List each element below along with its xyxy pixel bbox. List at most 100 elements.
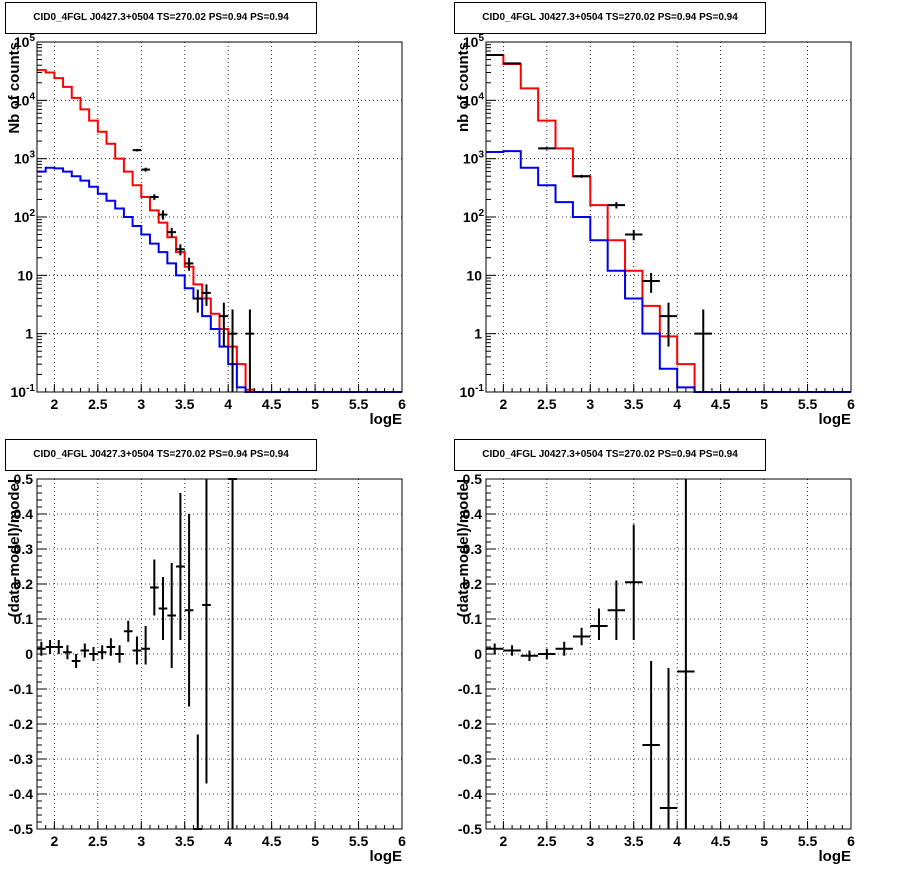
y-tick-label: 0.4 xyxy=(463,506,483,522)
data-point xyxy=(37,641,46,656)
x-tick-label: 2 xyxy=(499,833,507,849)
y-tick-label: 103 xyxy=(14,150,36,167)
y-tick-label: 0.3 xyxy=(14,541,34,557)
series-line-1 xyxy=(486,150,851,393)
x-tick-label: 3 xyxy=(586,396,594,412)
data-point xyxy=(219,302,229,347)
y-tick-label: 0.3 xyxy=(463,541,483,557)
y-tick-label: 1 xyxy=(25,326,33,342)
data-point xyxy=(486,643,504,654)
x-tick-label: 2.5 xyxy=(537,833,557,849)
data-point xyxy=(158,577,168,640)
data-point xyxy=(694,309,712,392)
x-tick-label: 4 xyxy=(224,833,232,849)
x-tick-label: 2 xyxy=(50,396,58,412)
x-tick-label: 4 xyxy=(673,396,681,412)
counts-panel-right: CID0_4FGL J0427.3+0504 TS=270.02 PS=0.94… xyxy=(449,0,898,437)
x-axis-label: logE xyxy=(370,848,403,865)
y-tick-label: 0.1 xyxy=(463,611,483,627)
x-tick-label: 3.5 xyxy=(175,833,195,849)
y-tick-label: 0 xyxy=(474,646,482,662)
x-tick-label: 6 xyxy=(847,833,855,849)
y-tick-label: -0.2 xyxy=(9,716,33,732)
y-tick-label: -0.2 xyxy=(458,716,482,732)
data-point xyxy=(677,479,695,829)
counts-chart-left: 2 2.5 3 3.5 4 4.5 5 5.5 610-1110102103104105logE… xyxy=(6,33,406,428)
y-tick-label: 0.5 xyxy=(463,471,483,487)
x-tick-label: 5 xyxy=(311,833,319,849)
data-point xyxy=(245,309,255,392)
data-point xyxy=(158,210,168,220)
y-tick-label: 0.4 xyxy=(14,506,34,522)
data-point xyxy=(63,645,72,660)
residual-panel-right: CID0_4FGL J0427.3+0504 TS=270.02 PS=0.94… xyxy=(449,437,898,875)
x-tick-label: 4.5 xyxy=(262,833,282,849)
x-tick-label: 3 xyxy=(586,833,594,849)
y-tick-label: -0.4 xyxy=(9,786,33,802)
data-point xyxy=(80,643,90,658)
series-line-1 xyxy=(37,166,402,393)
data-point xyxy=(538,147,556,150)
x-tick-label: 5 xyxy=(760,833,768,849)
y-tick-label: -0.5 xyxy=(9,821,33,837)
data-point xyxy=(184,257,194,271)
data-point xyxy=(106,638,116,656)
data-point xyxy=(132,148,142,152)
y-tick-label: 102 xyxy=(14,208,36,225)
plot-title: CID0_4FGL J0427.3+0504 TS=270.02 PS=0.94… xyxy=(5,439,317,471)
y-tick-label: 0.1 xyxy=(14,611,34,627)
x-tick-label: 4 xyxy=(673,833,681,849)
data-point xyxy=(642,272,660,293)
residual-panel-left: CID0_4FGL J0427.3+0504 TS=270.02 PS=0.94… xyxy=(0,437,449,875)
data-point xyxy=(193,734,203,830)
y-axis-label: (data-model)/model xyxy=(455,479,472,617)
x-tick-label: 3 xyxy=(137,396,145,412)
x-tick-label: 2 xyxy=(50,833,58,849)
x-tick-label: 5.5 xyxy=(349,833,369,849)
x-tick-label: 4 xyxy=(224,396,232,412)
data-point xyxy=(176,244,185,256)
x-tick-label: 4.5 xyxy=(262,396,282,412)
y-tick-label: -0.1 xyxy=(9,681,33,697)
data-point xyxy=(625,524,643,640)
x-tick-label: 3.5 xyxy=(624,396,644,412)
y-tick-label: 10 xyxy=(17,267,33,283)
plot-title: CID0_4FGL J0427.3+0504 TS=270.02 PS=0.94… xyxy=(454,2,766,34)
x-tick-label: 4.5 xyxy=(711,396,731,412)
data-point xyxy=(115,645,124,663)
plot-title: CID0_4FGL J0427.3+0504 TS=270.02 PS=0.94… xyxy=(454,439,766,471)
data-point xyxy=(202,284,211,306)
data-point xyxy=(54,640,64,654)
data-point xyxy=(503,645,521,656)
data-point xyxy=(659,668,678,829)
data-point xyxy=(538,648,556,660)
x-tick-label: 5.5 xyxy=(798,833,818,849)
x-axis-label: logE xyxy=(370,411,403,428)
data-point xyxy=(503,62,521,65)
data-point xyxy=(167,563,177,668)
data-point xyxy=(555,641,573,656)
data-point xyxy=(607,580,626,640)
data-point xyxy=(572,627,591,646)
data-point xyxy=(176,493,185,640)
data-point xyxy=(123,620,133,642)
residual-chart-left: 2 2.5 3 3.5 4 4.5 5 5.5 6 -0.5 -0.4 -0.3 -0.2 -0.1 0 0.… xyxy=(6,471,406,865)
y-tick-label: -0.3 xyxy=(9,751,33,767)
y-tick-label: 10-1 xyxy=(460,383,485,400)
data-point xyxy=(167,227,177,238)
x-axis-label: logE xyxy=(819,411,852,428)
x-tick-label: 2 xyxy=(499,396,507,412)
x-tick-label: 6 xyxy=(398,833,406,849)
x-axis-label: logE xyxy=(819,848,852,865)
data-point xyxy=(642,661,660,829)
y-tick-label: 10-1 xyxy=(11,383,36,400)
x-tick-label: 4.5 xyxy=(711,833,731,849)
x-tick-label: 3.5 xyxy=(624,833,644,849)
x-tick-label: 6 xyxy=(847,396,855,412)
plot-title: CID0_4FGL J0427.3+0504 TS=270.02 PS=0.94… xyxy=(5,2,317,34)
residual-chart-right: 2 2.5 3 3.5 4 4.5 5 5.5 6 -0.5 -0.4 -0.3 -0.2 -0.1 0 0.… xyxy=(455,471,855,865)
data-point xyxy=(97,645,107,660)
data-point xyxy=(141,626,150,665)
y-axis-label: nb of counts xyxy=(455,42,472,132)
y-tick-label: -0.5 xyxy=(458,821,482,837)
